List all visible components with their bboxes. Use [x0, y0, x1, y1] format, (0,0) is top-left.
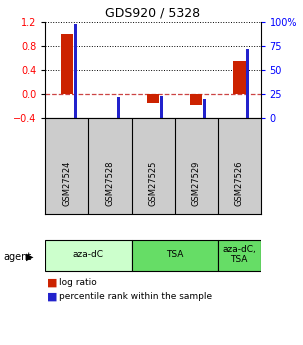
Bar — [190, 94, 202, 105]
Bar — [74, 24, 77, 118]
Bar — [233, 61, 245, 94]
Text: ■: ■ — [47, 278, 58, 288]
Text: agent: agent — [3, 252, 31, 262]
Bar — [218, 240, 261, 271]
Bar — [132, 240, 218, 271]
Title: GDS920 / 5328: GDS920 / 5328 — [105, 7, 201, 20]
Text: aza-dC: aza-dC — [73, 250, 104, 259]
Text: GSM27528: GSM27528 — [105, 161, 115, 206]
Bar — [117, 97, 120, 118]
Bar — [147, 94, 159, 103]
Text: GSM27525: GSM27525 — [148, 161, 158, 206]
Text: percentile rank within the sample: percentile rank within the sample — [59, 292, 212, 301]
Text: GSM27524: GSM27524 — [62, 161, 72, 206]
Text: ■: ■ — [47, 292, 58, 302]
Bar — [61, 34, 73, 94]
Text: log ratio: log ratio — [59, 278, 97, 287]
Bar — [45, 240, 132, 271]
Text: GSM27526: GSM27526 — [235, 161, 244, 206]
Text: aza-dC,
TSA: aza-dC, TSA — [222, 245, 256, 264]
Text: TSA: TSA — [166, 250, 183, 259]
Bar — [203, 99, 206, 118]
Bar — [246, 49, 249, 118]
Bar — [160, 96, 163, 118]
Text: GSM27529: GSM27529 — [191, 161, 201, 206]
Text: ▶: ▶ — [26, 252, 33, 262]
